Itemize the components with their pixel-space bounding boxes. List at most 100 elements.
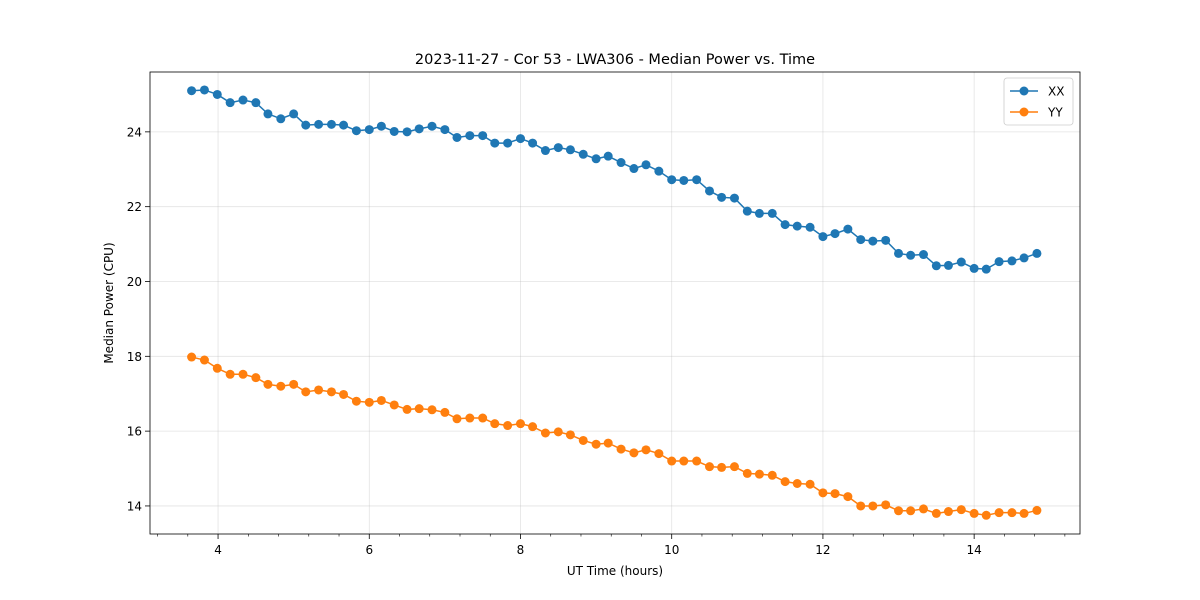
series xyxy=(187,85,1042,520)
data-point-yy xyxy=(553,427,563,437)
data-point-yy xyxy=(918,504,928,514)
data-point-xx xyxy=(679,175,689,185)
data-point-yy xyxy=(692,456,702,466)
legend: XX YY xyxy=(1003,77,1074,126)
data-point-yy xyxy=(969,508,979,518)
data-point-yy xyxy=(843,492,853,502)
data-point-xx xyxy=(667,175,677,185)
data-point-xx xyxy=(389,126,399,136)
data-point-xx xyxy=(251,98,261,108)
data-point-yy xyxy=(565,430,575,440)
data-point-yy xyxy=(742,468,752,478)
data-point-yy xyxy=(667,456,677,466)
data-point-xx xyxy=(414,124,424,134)
data-point-xx xyxy=(402,127,412,137)
data-point-yy xyxy=(616,444,626,454)
data-point-yy xyxy=(943,507,953,517)
data-point-xx xyxy=(780,220,790,230)
data-point-xx xyxy=(503,138,513,148)
data-point-yy xyxy=(956,505,966,515)
data-point-yy xyxy=(238,369,248,379)
plot-area-frame xyxy=(149,71,1081,535)
data-point-xx xyxy=(225,98,235,108)
data-point-yy xyxy=(881,500,891,510)
data-point-xx xyxy=(931,261,941,271)
data-point-yy xyxy=(1007,508,1017,518)
data-point-yy xyxy=(263,379,273,389)
data-point-xx xyxy=(754,208,764,218)
data-point-xx xyxy=(376,121,386,131)
data-point-yy xyxy=(906,506,916,516)
x-tick-label: 8 xyxy=(517,543,525,557)
data-point-xx xyxy=(818,232,828,242)
data-point-yy xyxy=(981,510,991,520)
y-tick-label: 20 xyxy=(127,275,142,289)
data-point-xx xyxy=(465,131,475,141)
data-point-xx xyxy=(301,120,311,130)
data-point-yy xyxy=(629,448,639,458)
data-point-xx xyxy=(528,138,538,148)
data-point-yy xyxy=(1032,505,1042,515)
data-point-xx xyxy=(289,109,299,119)
data-point-xx xyxy=(238,95,248,105)
data-point-yy xyxy=(641,445,651,455)
axis-ticks: 4 6 8 10 12 14 14 16 18 20 22 24 xyxy=(127,125,1066,557)
data-point-xx xyxy=(339,120,349,130)
y-tick-label: 18 xyxy=(127,350,142,364)
data-point-xx xyxy=(540,146,550,156)
data-point-yy xyxy=(729,462,739,472)
data-point-xx xyxy=(767,208,777,218)
data-point-yy xyxy=(679,456,689,466)
x-tick-label: 14 xyxy=(967,543,982,557)
data-point-xx xyxy=(591,154,601,164)
data-point-yy xyxy=(528,422,538,432)
data-point-yy xyxy=(894,506,904,516)
data-point-yy xyxy=(603,438,613,448)
data-point-yy xyxy=(868,501,878,511)
data-point-xx xyxy=(263,109,273,119)
data-point-yy xyxy=(427,405,437,415)
data-point-xx xyxy=(894,248,904,258)
x-tick-label: 6 xyxy=(365,543,373,557)
data-point-xx xyxy=(641,160,651,170)
data-point-xx xyxy=(427,121,437,131)
legend-label-yy: YY xyxy=(1047,106,1063,120)
data-point-xx xyxy=(830,229,840,239)
data-point-xx xyxy=(856,235,866,245)
data-point-yy xyxy=(478,413,488,423)
data-point-yy xyxy=(339,389,349,399)
data-point-xx xyxy=(969,263,979,273)
data-point-xx xyxy=(276,114,286,124)
data-point-xx xyxy=(187,86,197,96)
data-point-xx xyxy=(578,149,588,159)
legend-label-xx: XX xyxy=(1048,85,1064,99)
data-point-xx xyxy=(843,224,853,234)
data-point-xx xyxy=(994,257,1004,267)
data-point-yy xyxy=(856,501,866,511)
data-point-xx xyxy=(364,125,374,135)
data-point-xx xyxy=(1019,253,1029,263)
data-point-yy xyxy=(212,363,222,373)
data-point-xx xyxy=(553,143,563,153)
data-point-xx xyxy=(351,126,361,136)
chart-title: 2023-11-27 - Cor 53 - LWA306 - Median Po… xyxy=(415,52,815,68)
y-axis-label: Median Power (CPU) xyxy=(102,242,116,363)
y-tick-label: 16 xyxy=(127,425,142,439)
x-tick-label: 10 xyxy=(664,543,679,557)
data-point-yy xyxy=(931,508,941,518)
data-point-xx xyxy=(881,235,891,245)
data-point-yy xyxy=(994,508,1004,518)
data-point-yy xyxy=(187,352,197,362)
legend-marker-xx xyxy=(1019,86,1029,96)
data-point-yy xyxy=(351,396,361,406)
data-point-yy xyxy=(654,449,664,459)
data-point-xx xyxy=(629,164,639,174)
data-point-xx xyxy=(705,186,715,196)
data-point-xx xyxy=(981,264,991,274)
data-point-xx xyxy=(918,250,928,260)
data-point-xx xyxy=(603,151,613,161)
x-tick-label: 4 xyxy=(214,543,222,557)
data-point-xx xyxy=(792,221,802,231)
data-point-yy xyxy=(199,355,209,365)
